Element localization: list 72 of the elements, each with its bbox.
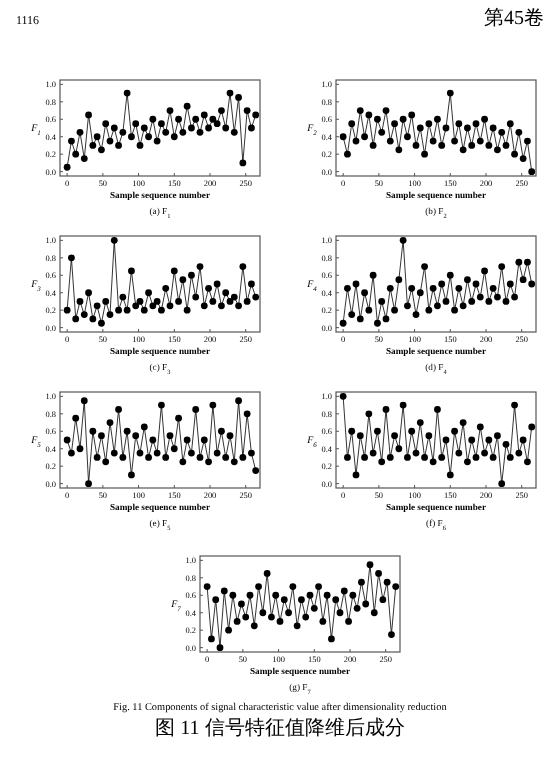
point bbox=[356, 107, 364, 114]
point bbox=[332, 596, 340, 604]
point bbox=[192, 406, 200, 413]
caption: 图 11 信号特征值降维后成分 bbox=[155, 716, 405, 740]
point bbox=[438, 454, 446, 461]
point bbox=[434, 115, 441, 123]
point bbox=[451, 306, 458, 314]
point bbox=[128, 267, 135, 275]
point bbox=[235, 302, 242, 310]
point bbox=[235, 94, 242, 101]
point bbox=[374, 427, 381, 435]
point bbox=[85, 480, 92, 488]
point bbox=[85, 111, 92, 119]
point bbox=[110, 236, 118, 244]
point bbox=[212, 596, 220, 604]
point bbox=[80, 155, 88, 162]
point bbox=[498, 263, 506, 270]
point bbox=[115, 406, 122, 413]
point bbox=[98, 319, 105, 327]
point bbox=[421, 150, 428, 158]
point bbox=[392, 583, 400, 590]
point bbox=[348, 311, 356, 318]
point bbox=[85, 289, 92, 297]
point bbox=[158, 401, 165, 409]
point bbox=[252, 467, 260, 474]
point bbox=[115, 306, 122, 314]
point bbox=[205, 458, 212, 466]
point bbox=[388, 631, 395, 638]
point bbox=[102, 120, 110, 128]
point bbox=[348, 427, 356, 435]
point bbox=[222, 454, 230, 461]
point bbox=[494, 432, 501, 440]
point bbox=[128, 471, 135, 479]
point bbox=[68, 254, 75, 262]
point bbox=[506, 120, 514, 128]
point bbox=[175, 414, 182, 422]
point bbox=[102, 458, 110, 466]
point bbox=[464, 458, 471, 466]
text: 第45卷 bbox=[484, 6, 544, 30]
point bbox=[451, 427, 458, 435]
point bbox=[434, 406, 441, 413]
point bbox=[438, 142, 446, 149]
point bbox=[528, 168, 536, 176]
point bbox=[348, 120, 356, 128]
point bbox=[344, 454, 351, 461]
point bbox=[225, 626, 232, 634]
point bbox=[268, 613, 275, 621]
point bbox=[208, 635, 215, 643]
point bbox=[374, 319, 381, 327]
point bbox=[235, 397, 242, 405]
point bbox=[162, 454, 170, 461]
point bbox=[230, 128, 238, 136]
point bbox=[511, 150, 518, 158]
point bbox=[511, 401, 518, 409]
point bbox=[203, 583, 211, 590]
point bbox=[132, 432, 140, 440]
point bbox=[361, 133, 368, 141]
point bbox=[404, 454, 411, 461]
point bbox=[218, 427, 225, 435]
point bbox=[378, 458, 386, 466]
point bbox=[506, 454, 514, 461]
point bbox=[339, 392, 347, 400]
point bbox=[416, 419, 424, 426]
line-series bbox=[339, 392, 536, 488]
point bbox=[386, 454, 394, 461]
point bbox=[498, 480, 506, 488]
point bbox=[391, 306, 398, 314]
point bbox=[128, 133, 135, 141]
point bbox=[356, 432, 364, 440]
point bbox=[328, 635, 335, 643]
point bbox=[404, 302, 411, 310]
point bbox=[361, 289, 368, 297]
